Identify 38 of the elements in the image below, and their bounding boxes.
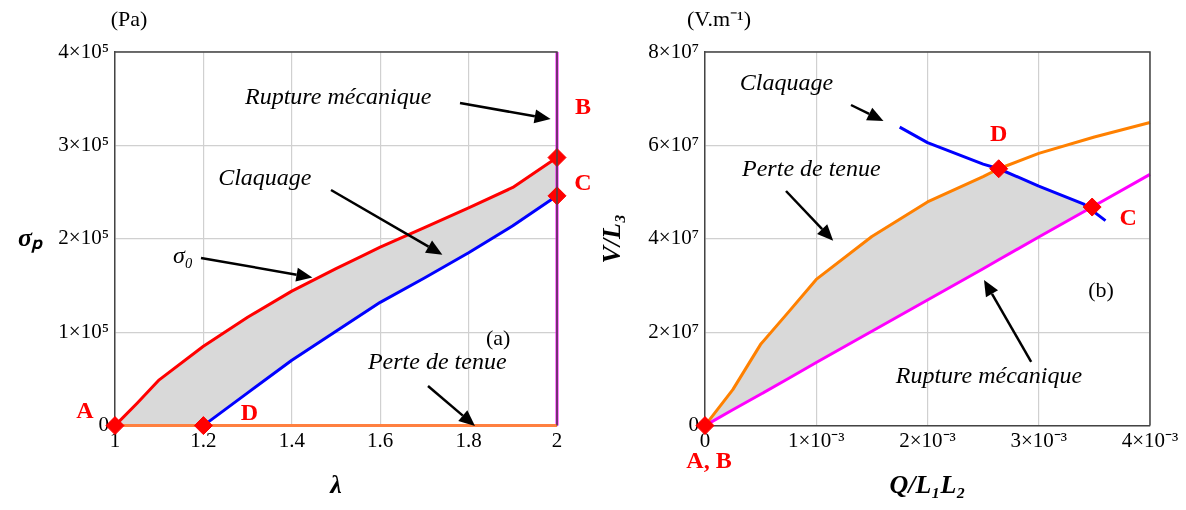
x-tick-label: 2×10⁻³ — [899, 427, 956, 452]
x-tick-label: 1.2 — [190, 427, 217, 452]
x-axis-title: Q/L₁L₂ — [889, 470, 966, 500]
x-tick-label: 1.8 — [455, 427, 482, 452]
y-tick-label: 2×10⁵ — [58, 225, 109, 250]
annotation: A, B — [686, 446, 732, 473]
x-tick-label: 1.4 — [278, 427, 306, 452]
annotation: Claquage — [218, 163, 312, 190]
annotation: A — [76, 396, 95, 423]
y-tick-label: 8×10⁷ — [648, 38, 699, 63]
y-tick-label: 4×10⁷ — [648, 225, 699, 250]
text: (Pa) — [110, 5, 148, 31]
y-tick-label: 4×10⁵ — [58, 38, 109, 63]
annotation: C — [574, 169, 592, 196]
annotation: σ₀ — [172, 242, 194, 269]
annotation: D — [240, 398, 259, 425]
text: (V.m⁻¹) — [687, 5, 751, 31]
x-tick-label: 3×10⁻³ — [1010, 427, 1068, 452]
annotation: Claquage — [739, 68, 834, 95]
y-tick-label: 3×10⁵ — [58, 131, 109, 156]
annotation: Rupture mécanique — [894, 362, 1083, 389]
y-tick-label: 1×10⁵ — [58, 318, 109, 343]
annotation: Rupture mécanique — [244, 82, 432, 109]
y-tick-label: 6×10⁷ — [648, 131, 699, 156]
annotation: C — [1119, 204, 1137, 231]
y-axis-title: V/L₃ — [596, 214, 626, 264]
x-tick-label: 4×10⁻³ — [1121, 427, 1179, 452]
x-tick-label: 1×10⁻³ — [787, 427, 845, 452]
x-tick-label: 2 — [551, 427, 563, 452]
annotation: B — [574, 92, 592, 119]
annotation: (b) — [1088, 276, 1114, 302]
x-tick-label: 1.6 — [367, 427, 394, 452]
y-axis-title: σₚ — [17, 222, 44, 253]
x-tick-label: 1 — [109, 427, 121, 452]
y-tick-label: 2×10⁷ — [648, 318, 699, 343]
x-axis-title: λ — [329, 470, 342, 500]
annotation: D — [990, 119, 1008, 146]
annotation: Perte de tenue — [741, 155, 881, 181]
